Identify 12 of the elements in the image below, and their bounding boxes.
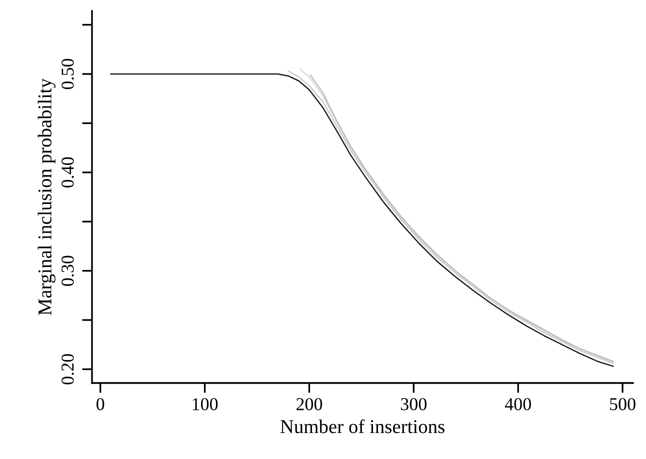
x-tick-label: 0 — [96, 398, 104, 410]
y-tick-label: 0.30 — [62, 256, 74, 286]
x-tick-label: 100 — [192, 398, 218, 410]
x-tick-label: 300 — [400, 398, 427, 410]
x-tick-label: 200 — [296, 398, 322, 410]
y-axis-title: Marginal inclusion probability — [38, 78, 56, 316]
x-tick-label: 500 — [610, 398, 636, 410]
y-tick-label: 0.50 — [62, 58, 74, 90]
x-axis-title: Number of insertions — [280, 419, 444, 434]
y-tick-label: 0.40 — [62, 157, 74, 188]
x-tick-label: 400 — [504, 398, 531, 410]
y-tick-label: 0.20 — [62, 354, 74, 384]
